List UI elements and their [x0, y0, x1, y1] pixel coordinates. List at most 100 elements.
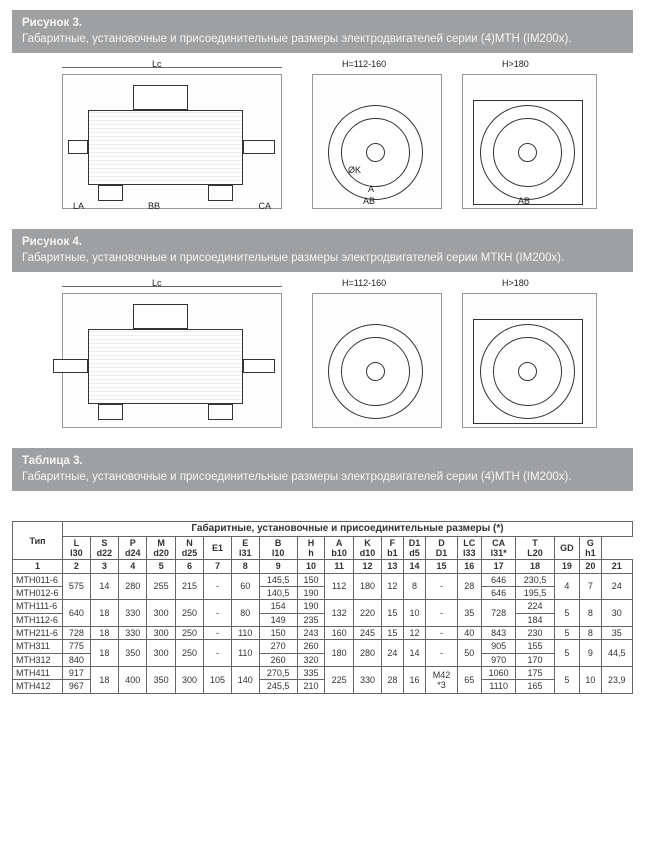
cell: 243 — [297, 627, 325, 640]
cell: 16 — [403, 667, 426, 694]
figure4-text: Габаритные, установочные и присоединител… — [22, 252, 564, 264]
cell: 640 — [63, 600, 91, 627]
cell: 60 — [231, 573, 259, 600]
col-number: 8 — [231, 560, 259, 573]
cell: 18 — [90, 600, 118, 627]
col-header: Nd25 — [175, 536, 203, 560]
col-header: DD1 — [426, 536, 457, 560]
cell: 300 — [147, 600, 175, 627]
header-columns: Ll30Sd22Pd24Md20Nd25E1El31Bl10HhAb10Kd10… — [13, 536, 633, 560]
cell: 646 — [481, 586, 516, 599]
header-numbers: 123456789101112131415161718192021 — [13, 560, 633, 573]
figure3-text: Габаритные, установочные и присоединител… — [22, 33, 572, 45]
cell: 80 — [231, 600, 259, 627]
cell: 330 — [119, 600, 147, 627]
cell: 10 — [580, 667, 601, 694]
cell: 646 — [481, 573, 516, 586]
cell: 300 — [175, 667, 203, 694]
cell: 235 — [297, 613, 325, 626]
cell: 843 — [481, 627, 516, 640]
cell: 160 — [325, 627, 353, 640]
cell: 350 — [147, 667, 175, 694]
cell: 245 — [353, 627, 381, 640]
cell: 28 — [457, 573, 481, 600]
motor-front-large: AB — [462, 74, 597, 209]
col-number: 20 — [580, 560, 601, 573]
motor-front-small-2 — [312, 293, 442, 428]
cell: 330 — [119, 627, 147, 640]
cell: 14 — [90, 573, 118, 600]
col-header: GD — [554, 536, 580, 560]
cell: 44,5 — [601, 640, 632, 667]
cell: 335 — [297, 667, 325, 680]
col-number: 3 — [90, 560, 118, 573]
cell: 300 — [147, 627, 175, 640]
cell: 225 — [325, 667, 353, 694]
cell: 195,5 — [516, 586, 554, 599]
cell: 149 — [259, 613, 297, 626]
cell: 575 — [63, 573, 91, 600]
cell: 728 — [481, 600, 516, 627]
cell: - — [426, 600, 457, 627]
cell: 320 — [297, 653, 325, 666]
header-super: Габаритные, установочные и присоединител… — [63, 522, 633, 537]
cell: 220 — [353, 600, 381, 627]
cell-type: МТН111-6 — [13, 600, 63, 613]
col-number: 21 — [601, 560, 632, 573]
cell: 145,5 — [259, 573, 297, 586]
cell: 245,5 — [259, 680, 297, 693]
col-number: 7 — [204, 560, 232, 573]
cell: 8 — [580, 627, 601, 640]
cell-type: МТН211-6 — [13, 627, 63, 640]
cell: 40 — [457, 627, 481, 640]
figure3-title: Рисунок 3. — [22, 17, 82, 29]
cell: 775 — [63, 640, 91, 653]
cell: 18 — [90, 667, 118, 694]
cell: 260 — [297, 640, 325, 653]
cell: 970 — [481, 653, 516, 666]
cell: 170 — [516, 653, 554, 666]
cell-type: МТН411 — [13, 667, 63, 680]
col-number: 17 — [481, 560, 516, 573]
col-header: Kd10 — [353, 536, 381, 560]
cell: 140 — [231, 667, 259, 694]
col-header: El31 — [231, 536, 259, 560]
cell: 967 — [63, 680, 91, 693]
col-header: Sd22 — [90, 536, 118, 560]
col-header: Ll30 — [63, 536, 91, 560]
cell: - — [204, 627, 232, 640]
cell-type: МТН012-6 — [13, 586, 63, 599]
cell: - — [426, 573, 457, 600]
cell: 905 — [481, 640, 516, 653]
dimensions-table: Тип Габаритные, установочные и присоедин… — [12, 521, 633, 694]
table3-title: Таблица 3. — [22, 455, 83, 467]
col-number: 14 — [403, 560, 426, 573]
table-row: МТН31177518350300250-1102702601802802414… — [13, 640, 633, 653]
col-number: 12 — [353, 560, 381, 573]
cell: 4 — [554, 573, 580, 600]
cell: 24 — [382, 640, 403, 667]
cell: 210 — [297, 680, 325, 693]
motor-side-view-2 — [62, 293, 282, 428]
cell: 270,5 — [259, 667, 297, 680]
cell: 5 — [554, 600, 580, 627]
cell: 230 — [516, 627, 554, 640]
cell: 230,5 — [516, 573, 554, 586]
col-header: Ab10 — [325, 536, 353, 560]
cell: 400 — [119, 667, 147, 694]
cell: 215 — [175, 573, 203, 600]
cell: 255 — [147, 573, 175, 600]
col-number: 13 — [382, 560, 403, 573]
table-row: МТН211-672818330300250-11015024316024515… — [13, 627, 633, 640]
cell: 110 — [231, 627, 259, 640]
table-row: МТН011-657514280255215-60145,51501121801… — [13, 573, 633, 586]
cell-type: МТН311 — [13, 640, 63, 653]
cell: 7 — [580, 573, 601, 600]
cell: 175 — [516, 667, 554, 680]
cell: 1060 — [481, 667, 516, 680]
cell-type: МТН412 — [13, 680, 63, 693]
cell: 18 — [90, 640, 118, 667]
cell: 184 — [516, 613, 554, 626]
col-number: 1 — [13, 560, 63, 573]
cell-type: МТН011-6 — [13, 573, 63, 586]
